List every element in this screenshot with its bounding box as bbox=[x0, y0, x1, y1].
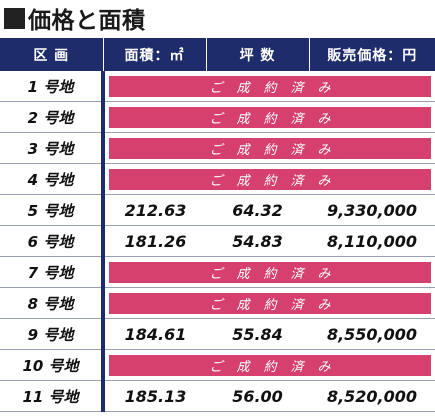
price-cell: 8,550,000 bbox=[309, 318, 435, 350]
page-heading: 価格と面積 bbox=[4, 3, 146, 34]
header-area: 面積：㎡ bbox=[103, 38, 207, 71]
price-cell: 8,110,000 bbox=[309, 225, 435, 257]
table-row: 9 号地 184.61 55.84 8,550,000 bbox=[0, 318, 435, 350]
table-row: 3 号地 ご成約済み bbox=[0, 132, 435, 164]
lot-number-cell: 9 号地 bbox=[0, 318, 105, 350]
sold-status-cell: ご成約済み bbox=[103, 287, 435, 319]
sold-status-cell: ご成約済み bbox=[103, 349, 435, 381]
lot-number-cell: 7 号地 bbox=[0, 256, 105, 288]
lot-number-cell: 10 号地 bbox=[0, 349, 105, 381]
tsubo-cell: 64.32 bbox=[206, 194, 309, 226]
table-row: 4 号地 ご成約済み bbox=[0, 163, 435, 195]
table-row: 5 号地 212.63 64.32 9,330,000 bbox=[0, 194, 435, 226]
table-row: 10 号地 ご成約済み bbox=[0, 349, 435, 381]
sold-status-badge: ご成約済み bbox=[109, 75, 431, 97]
area-cell: 181.26 bbox=[103, 225, 206, 257]
sold-status-cell: ご成約済み bbox=[103, 132, 435, 164]
lot-number-cell: 6 号地 bbox=[0, 225, 105, 257]
tsubo-cell: 55.84 bbox=[206, 318, 309, 350]
table-row: 7 号地 ご成約済み bbox=[0, 256, 435, 288]
tsubo-cell: 54.83 bbox=[206, 225, 309, 257]
lot-number-cell: 3 号地 bbox=[0, 132, 105, 164]
sold-status-cell: ご成約済み bbox=[103, 71, 435, 102]
lot-number-cell: 11 号地 bbox=[0, 380, 105, 412]
sold-status-cell: ご成約済み bbox=[103, 101, 435, 133]
table-row: 11 号地 185.13 56.00 8,520,000 bbox=[0, 380, 435, 412]
area-cell: 212.63 bbox=[103, 194, 206, 226]
price-cell: 9,330,000 bbox=[309, 194, 435, 226]
lot-number-cell: 1 号地 bbox=[0, 71, 105, 102]
table-header-row: 区 画 面積：㎡ 坪 数 販売価格：円 bbox=[0, 38, 435, 71]
page-title: 価格と面積 bbox=[28, 8, 146, 34]
tsubo-cell: 56.00 bbox=[206, 380, 309, 412]
lot-number-cell: 4 号地 bbox=[0, 163, 105, 195]
sold-status-badge: ご成約済み bbox=[109, 137, 431, 159]
header-tsubo: 坪 数 bbox=[206, 38, 310, 71]
price-area-table: 区 画 面積：㎡ 坪 数 販売価格：円 1 号地 ご成約済み 2 号地 ご成約済み 3 … bbox=[0, 38, 435, 412]
area-cell: 185.13 bbox=[103, 380, 206, 412]
table-row: 1 号地 ご成約済み bbox=[0, 71, 435, 102]
table-body: 1 号地 ご成約済み 2 号地 ご成約済み 3 号地 ご成約済み 4 号地 ご成約済み 5 号地… bbox=[0, 71, 435, 412]
sold-status-badge: ご成約済み bbox=[109, 261, 431, 283]
heading-square-bullet bbox=[4, 7, 25, 29]
lot-number-cell: 2 号地 bbox=[0, 101, 105, 133]
table-row: 6 号地 181.26 54.83 8,110,000 bbox=[0, 225, 435, 257]
sold-status-badge: ご成約済み bbox=[109, 292, 431, 314]
sold-status-badge: ご成約済み bbox=[109, 168, 431, 190]
header-price: 販売価格：円 bbox=[309, 38, 435, 71]
sold-status-badge: ご成約済み bbox=[109, 354, 431, 376]
sold-status-cell: ご成約済み bbox=[103, 163, 435, 195]
price-cell: 8,520,000 bbox=[309, 380, 435, 412]
lot-number-cell: 5 号地 bbox=[0, 194, 105, 226]
lot-number-cell: 8 号地 bbox=[0, 287, 105, 319]
table-row: 8 号地 ご成約済み bbox=[0, 287, 435, 319]
sold-status-cell: ご成約済み bbox=[103, 256, 435, 288]
header-lot: 区 画 bbox=[0, 38, 104, 71]
table-row: 2 号地 ご成約済み bbox=[0, 101, 435, 133]
area-cell: 184.61 bbox=[103, 318, 206, 350]
sold-status-badge: ご成約済み bbox=[109, 106, 431, 128]
